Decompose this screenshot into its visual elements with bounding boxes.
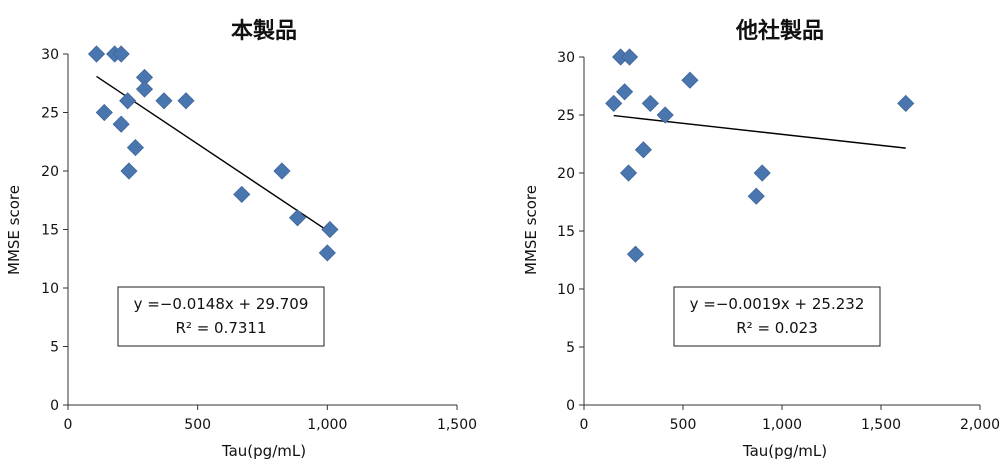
y-axis-label: MMSE score	[5, 185, 23, 275]
chart-title: 他社製品	[735, 18, 824, 44]
x-tick-label: 0	[64, 417, 73, 433]
data-point	[288, 209, 307, 227]
y-tick-label: 15	[557, 224, 575, 240]
data-point	[112, 115, 130, 133]
data-point	[897, 94, 915, 112]
data-point	[620, 48, 639, 66]
trendline	[613, 114, 906, 149]
y-tick-label: 25	[557, 108, 575, 124]
data-point	[605, 94, 623, 112]
y-tick-label: 30	[557, 50, 575, 66]
x-tick-label: 1,000	[762, 417, 802, 433]
y-tick-label: 15	[41, 223, 59, 239]
x-tick-label: 500	[670, 417, 697, 433]
y-tick-label: 0	[50, 398, 59, 414]
y-tick-label: 25	[41, 106, 59, 122]
r-squared-label: R² = 0.023	[736, 319, 817, 337]
axes: 0 5 10 15 20 25 30 0 500 1,000 1,500 2,000	[557, 50, 1000, 433]
data-point	[619, 164, 638, 182]
axes: 0 5 10 15 20 25 30 0 500 1,000 1,500	[41, 47, 477, 433]
chart-left: 本製品 Tau(pg/mL) MMSE score 0 5 10 15 20 25 30 0 5…	[5, 18, 477, 460]
data-point	[120, 162, 138, 180]
data-point	[135, 80, 154, 98]
data-point	[233, 185, 251, 203]
data-point	[318, 244, 336, 262]
data-point	[119, 92, 137, 110]
x-tick-label: 0	[580, 417, 589, 433]
y-tick-label: 10	[41, 281, 59, 297]
data-point	[616, 83, 634, 101]
data-point	[112, 45, 130, 63]
x-tick-label: 1,000	[307, 417, 347, 433]
data-point	[95, 103, 113, 122]
equation-box: y =−0.0019x + 25.232 R² = 0.023	[673, 286, 881, 347]
y-tick-label: 0	[566, 398, 575, 414]
trendline-group	[613, 114, 906, 149]
y-tick-label: 5	[50, 340, 59, 356]
equation-box: y =−0.0148x + 29.709 R² = 0.7311	[117, 286, 325, 347]
trendline-group	[96, 75, 331, 233]
y-tick-label: 30	[41, 47, 59, 63]
data-point	[753, 164, 771, 182]
data-point	[641, 94, 659, 112]
chart-right: 他社製品 Tau(pg/mL) MMSE score 0510152025300…	[522, 18, 1000, 460]
x-tick-label: 1,500	[861, 417, 901, 433]
x-tick-label: 1,500	[437, 417, 477, 433]
data-points	[605, 48, 915, 263]
trendline	[96, 75, 331, 233]
x-axis-label: Tau(pg/mL)	[221, 442, 306, 460]
x-tick-label: 2,000	[960, 417, 1000, 433]
y-tick-label: 20	[557, 166, 575, 182]
y-tick-label: 5	[566, 340, 575, 356]
data-point	[321, 220, 339, 239]
data-point	[155, 92, 173, 110]
data-point	[634, 141, 652, 159]
data-point	[177, 92, 195, 110]
data-point	[273, 162, 291, 180]
equation-label: y =−0.0148x + 29.709	[134, 295, 309, 313]
x-axis-label: Tau(pg/mL)	[742, 442, 827, 460]
chart-title: 本製品	[231, 18, 297, 44]
data-point	[626, 245, 645, 263]
data-point	[87, 45, 106, 63]
x-tick-label: 500	[184, 417, 211, 433]
y-tick-label: 10	[557, 282, 575, 298]
data-point	[681, 71, 699, 89]
data-points	[87, 45, 339, 262]
r-squared-label: R² = 0.7311	[175, 319, 266, 337]
y-tick-label: 20	[41, 164, 59, 180]
data-point	[656, 106, 674, 124]
data-point	[126, 139, 144, 157]
data-point	[747, 187, 765, 205]
equation-label: y =−0.0019x + 25.232	[690, 295, 865, 313]
y-axis-label: MMSE score	[522, 185, 540, 275]
